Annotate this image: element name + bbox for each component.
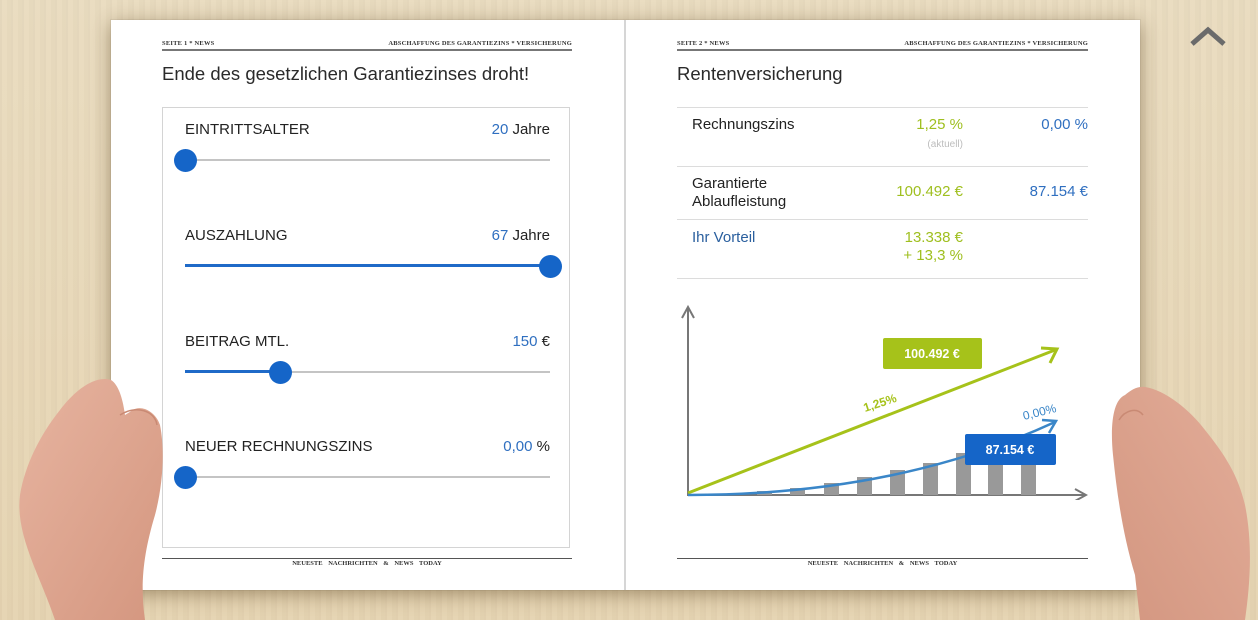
slider-label: NEUER RECHNUNGSZINS (185, 438, 373, 455)
header-rule (162, 49, 572, 51)
slider-track[interactable] (185, 371, 550, 373)
running-head-left: SEITE 2 * NEWS (677, 40, 730, 47)
page-title: Rentenversicherung (677, 63, 843, 84)
row-label: Ihr Vorteil (692, 229, 756, 246)
callout-blue: 87.154 € (965, 434, 1056, 465)
book-spine (624, 20, 626, 590)
page-footer: NEUESTE NACHRICHTEN & NEWS TODAY (807, 560, 958, 567)
slider-track[interactable] (185, 159, 550, 161)
page-title: Ende des gesetzlichen Garantiezinses dro… (162, 63, 530, 84)
slider-fill (185, 370, 280, 373)
current-value: 100.492 € (896, 183, 963, 200)
slider-fill (185, 264, 550, 267)
slider-label: AUSZAHLUNG (185, 227, 288, 244)
new-value: 0,00 % (1041, 116, 1088, 133)
current-value: 1,25 % (aktuell) (916, 116, 963, 150)
current-value: 13.338 € + 13,3 % (903, 229, 963, 264)
slider-value: 67 Jahre (491, 227, 550, 244)
page-footer: NEUESTE NACHRICHTEN & NEWS TODAY (292, 560, 442, 567)
callout-green: 100.492 € (883, 338, 982, 369)
slider-handle[interactable] (174, 466, 197, 489)
table-row-vorteil: Ihr Vorteil 13.338 € + 13,3 % (677, 219, 1088, 278)
growth-chart: 1,25% 0,00% 100.492 € 87.154 € (681, 304, 1088, 500)
running-head: SEITE 2 * NEWS ABSCHAFFUNG DES GARANTIEZ… (677, 40, 1088, 50)
slider-value: 20 Jahre (491, 121, 550, 138)
left-hand-image (19, 379, 163, 620)
row-label: Garantierte Ablaufleistung (692, 175, 787, 210)
slider-handle[interactable] (539, 255, 562, 278)
new-value: 87.154 € (1029, 183, 1088, 200)
row-label: Rechnungszins (692, 116, 795, 133)
running-head-right: ABSCHAFFUNG DES GARANTIEZINS * VERSICHER… (388, 40, 572, 47)
chart-axes (681, 304, 1088, 500)
svg-text:87.154 €: 87.154 € (986, 443, 1035, 457)
slider-label: BEITRAG MTL. (185, 333, 290, 350)
open-magazine: SEITE 1 * NEWS ABSCHAFFUNG DES GARANTIEZ… (111, 20, 1140, 590)
slider-value: 0,00 % (503, 438, 550, 455)
scroll-up-button[interactable] (1188, 24, 1228, 48)
running-head: SEITE 1 * NEWS ABSCHAFFUNG DES GARANTIEZ… (162, 40, 572, 50)
running-head-right: ABSCHAFFUNG DES GARANTIEZINS * VERSICHER… (904, 40, 1088, 47)
table-row-rechnungszins: Rechnungszins 1,25 % (aktuell) 0,00 % (677, 107, 1088, 166)
running-head-left: SEITE 1 * NEWS (162, 40, 215, 47)
footer-rule (162, 558, 572, 559)
chevron-up-icon (1190, 26, 1226, 46)
slider-handle[interactable] (268, 361, 292, 384)
series-line-1-25 (687, 348, 1056, 495)
slider-value: 150 € (512, 333, 550, 350)
table-row-ablaufleistung: Garantierte Ablaufleistung 100.492 € 87.1… (677, 166, 1088, 219)
page-right: SEITE 2 * NEWS ABSCHAFFUNG DES GARANTIEZ… (677, 20, 1088, 590)
series-label-1-25: 1,25% (862, 391, 899, 415)
page-left: SEITE 1 * NEWS ABSCHAFFUNG DES GARANTIEZ… (162, 20, 572, 590)
slider-label: EINTRITTSALTER (185, 121, 310, 138)
svg-text:100.492 €: 100.492 € (904, 347, 960, 361)
footer-rule (677, 558, 1088, 559)
slider-handle[interactable] (174, 149, 197, 172)
header-rule (677, 49, 1088, 51)
calculator-panel: EINTRITTSALTER 20 Jahre AUSZAHLUNG 67 Ja… (162, 107, 570, 548)
right-hand-image (1111, 386, 1250, 620)
comparison-table: Rechnungszins 1,25 % (aktuell) 0,00 % Gar… (677, 107, 1088, 279)
slider-track[interactable] (185, 476, 550, 478)
